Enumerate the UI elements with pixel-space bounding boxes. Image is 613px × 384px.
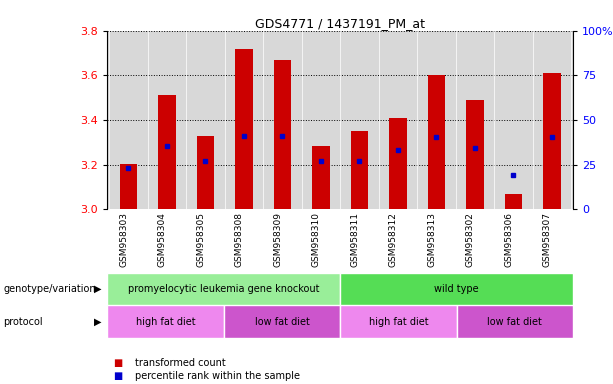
Text: genotype/variation: genotype/variation — [3, 284, 96, 294]
Text: promyelocytic leukemia gene knockout: promyelocytic leukemia gene knockout — [128, 284, 319, 294]
Text: high fat diet: high fat diet — [135, 316, 196, 327]
Bar — [457, 305, 573, 338]
Bar — [466, 100, 484, 209]
Bar — [235, 48, 253, 209]
Text: GSM958306: GSM958306 — [504, 212, 514, 267]
Text: protocol: protocol — [3, 316, 43, 327]
Bar — [505, 194, 522, 209]
Text: high fat diet: high fat diet — [368, 316, 428, 327]
Bar — [197, 136, 214, 209]
Text: GSM958313: GSM958313 — [427, 212, 436, 267]
Title: GDS4771 / 1437191_PM_at: GDS4771 / 1437191_PM_at — [255, 17, 425, 30]
Text: GSM958305: GSM958305 — [196, 212, 205, 267]
Bar — [158, 96, 175, 209]
Text: GSM958303: GSM958303 — [120, 212, 129, 267]
Text: GSM958309: GSM958309 — [273, 212, 283, 267]
Text: GSM958308: GSM958308 — [235, 212, 244, 267]
Bar — [543, 73, 561, 209]
Bar — [340, 305, 457, 338]
Text: GSM958311: GSM958311 — [351, 212, 359, 267]
Bar — [274, 60, 291, 209]
Text: GSM958310: GSM958310 — [312, 212, 321, 267]
Text: transformed count: transformed count — [135, 358, 226, 368]
Text: GSM958304: GSM958304 — [158, 212, 167, 267]
Bar — [340, 273, 573, 305]
Text: ■: ■ — [113, 358, 123, 368]
Text: GSM958307: GSM958307 — [543, 212, 552, 267]
Text: low fat diet: low fat diet — [487, 316, 543, 327]
Text: GSM958312: GSM958312 — [389, 212, 398, 267]
Text: ▶: ▶ — [94, 284, 101, 294]
Text: ▶: ▶ — [94, 316, 101, 327]
Bar — [107, 305, 224, 338]
Bar — [120, 164, 137, 209]
Text: low fat diet: low fat diet — [254, 316, 310, 327]
Text: GSM958302: GSM958302 — [466, 212, 475, 267]
Bar — [107, 273, 340, 305]
Bar — [312, 146, 330, 209]
Bar — [389, 118, 406, 209]
Text: percentile rank within the sample: percentile rank within the sample — [135, 371, 300, 381]
Text: wild type: wild type — [435, 284, 479, 294]
Bar — [224, 305, 340, 338]
Text: ■: ■ — [113, 371, 123, 381]
Bar — [428, 75, 445, 209]
Bar — [351, 131, 368, 209]
